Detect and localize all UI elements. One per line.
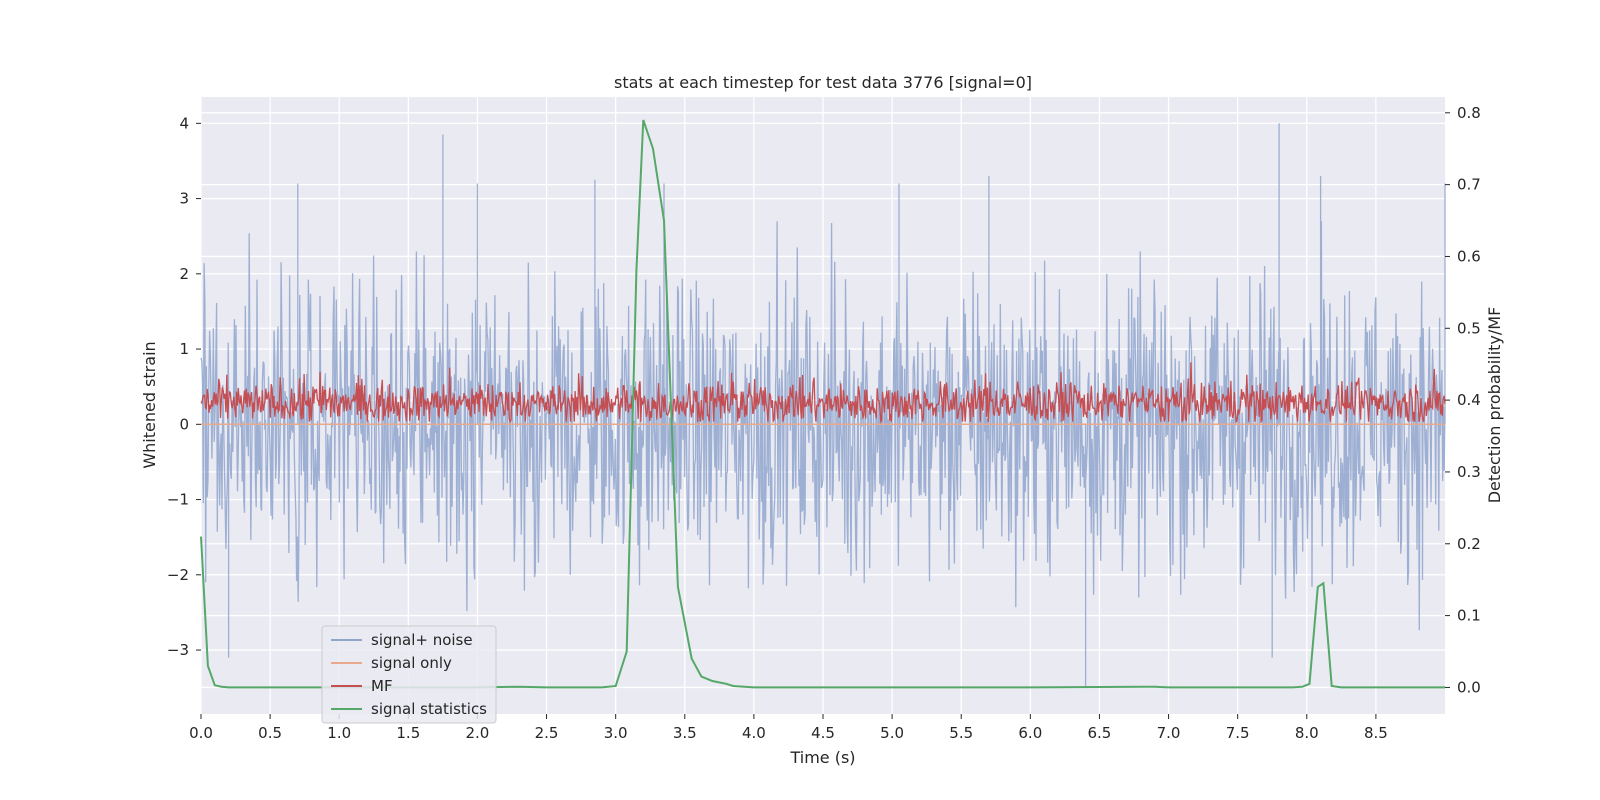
y-tick-label: −3 [167, 641, 189, 659]
y2-tick-label: 0.0 [1457, 678, 1481, 696]
legend-label-signal-only: signal only [371, 654, 452, 672]
y-axis-right: 0.0 0.1 0.2 0.3 0.4 0.5 0.6 0.7 0.8 [1445, 104, 1481, 696]
y-tick-label: 1 [179, 340, 189, 358]
x-axis: 0.0 0.5 1.0 1.5 2.0 2.5 3.0 3.5 4.0 4.5 5.0 5.5 6.0 6… [189, 714, 1388, 742]
y2-tick-label: 0.7 [1457, 176, 1481, 194]
x-tick-label: 1.5 [396, 724, 420, 742]
x-tick-label: 4.5 [811, 724, 835, 742]
x-tick-label: 8.5 [1364, 724, 1388, 742]
legend-label-signal-statistics: signal statistics [371, 700, 487, 718]
x-tick-label: 5.0 [880, 724, 904, 742]
x-tick-label: 0.0 [189, 724, 213, 742]
y-tick-label: −1 [167, 491, 189, 509]
x-tick-label: 4.0 [742, 724, 766, 742]
y-axis-left: −3 −2 −1 0 1 2 3 4 [167, 114, 201, 659]
x-tick-label: 3.0 [604, 724, 628, 742]
x-tick-label: 0.5 [258, 724, 282, 742]
y2-tick-label: 0.4 [1457, 391, 1481, 409]
chart-title: stats at each timestep for test data 377… [614, 73, 1032, 92]
y-tick-label: 4 [179, 114, 189, 132]
legend-label-signal-noise: signal+ noise [371, 631, 473, 649]
y-axis-label: Whitened strain [140, 341, 159, 468]
series-mf [200, 362, 1446, 424]
y2-tick-label: 0.8 [1457, 104, 1481, 122]
y2-tick-label: 0.6 [1457, 247, 1481, 265]
x-tick-label: 6.5 [1088, 724, 1112, 742]
x-axis-label: Time (s) [789, 748, 855, 767]
y-tick-label: 3 [179, 190, 189, 208]
y-tick-label: 0 [179, 415, 189, 433]
y-tick-label: −2 [167, 566, 189, 584]
y2-tick-label: 0.5 [1457, 319, 1481, 337]
x-tick-label: 3.5 [673, 724, 697, 742]
y2-tick-label: 0.2 [1457, 535, 1481, 553]
y2-axis-label: Detection probability/MF [1485, 307, 1504, 504]
x-tick-label: 7.0 [1157, 724, 1181, 742]
x-tick-label: 2.5 [535, 724, 559, 742]
y-tick-label: 2 [179, 265, 189, 283]
x-tick-label: 1.0 [327, 724, 351, 742]
x-tick-label: 2.0 [466, 724, 490, 742]
legend-box [321, 625, 497, 724]
x-tick-label: 8.0 [1295, 724, 1319, 742]
x-tick-label: 6.0 [1018, 724, 1042, 742]
legend: signal+ noise signal only MF signal stat… [321, 625, 497, 724]
x-tick-label: 5.5 [949, 724, 973, 742]
x-tick-label: 7.5 [1226, 724, 1250, 742]
y2-tick-label: 0.1 [1457, 607, 1481, 625]
y2-tick-label: 0.3 [1457, 463, 1481, 481]
legend-label-mf: MF [371, 677, 393, 695]
series-signal-noise [200, 123, 1446, 688]
